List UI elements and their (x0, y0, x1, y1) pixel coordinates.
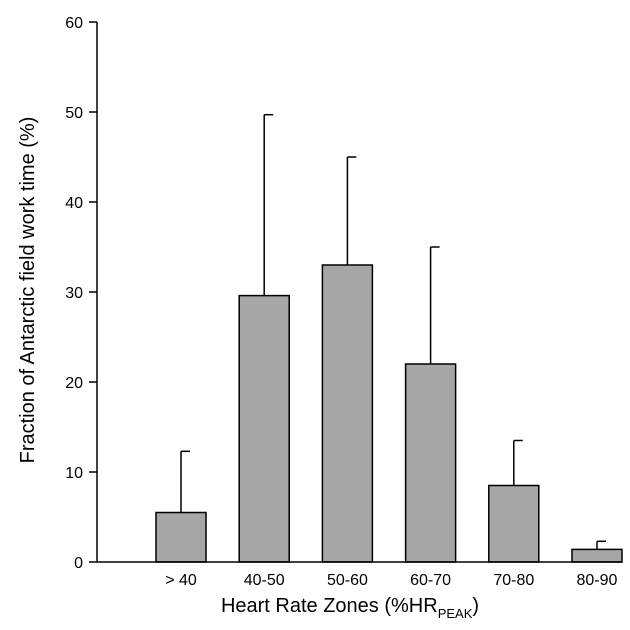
x-tick-label-3: 50-60 (327, 572, 368, 589)
x-tick-label-1: > 40 (165, 572, 197, 589)
y-tick-label-3: 30 (65, 285, 83, 302)
x-tick-label-6: 80-90 (577, 572, 618, 589)
x-axis-title-main: Heart Rate Zones (%HR (221, 595, 438, 617)
bar-2 (238, 294, 290, 563)
x-axis-title: Heart Rate Zones (%HRPEAK) (221, 595, 479, 621)
x-tick-label-5: 70-80 (493, 572, 534, 589)
y-tick-label-2: 20 (65, 375, 83, 392)
x-tick-label-2: 40-50 (244, 572, 285, 589)
y-tick-label-0: 0 (74, 555, 83, 572)
y-tick-label-6: 60 (65, 15, 83, 32)
bar-6 (571, 548, 623, 563)
y-tick-label-4: 40 (65, 195, 83, 212)
y-tick-label-1: 10 (65, 465, 83, 482)
y-tick-label-5: 50 (65, 105, 83, 122)
bar-1 (155, 511, 207, 563)
plot-area: > 40 40-50 50-60 60-70 70-80 80-90 0 10 20 30 40 50… (65, 15, 623, 589)
bar-5 (488, 484, 540, 563)
x-axis-title-suffix: ) (472, 595, 479, 617)
x-tick-label-4: 60-70 (410, 572, 451, 589)
x-axis-title-subscript: PEAK (438, 606, 473, 621)
y-axis-title: Fraction of Antarctic field work time (%… (17, 117, 39, 464)
bar-3 (321, 264, 374, 563)
bar-4 (404, 363, 457, 563)
